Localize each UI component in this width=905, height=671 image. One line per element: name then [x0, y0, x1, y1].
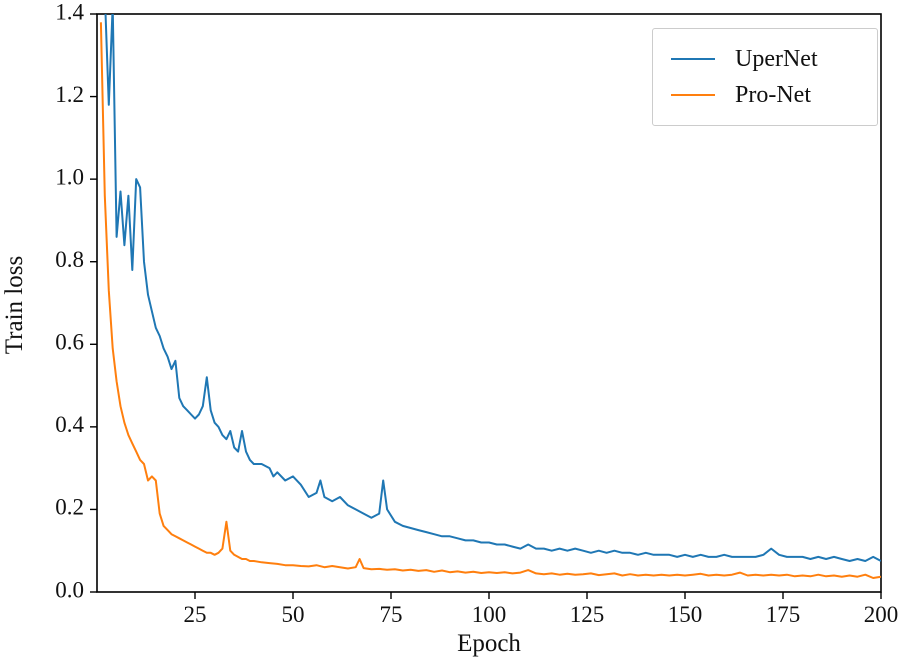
- legend-entry-pronet: Pro-Net: [671, 77, 877, 113]
- svg-text:0.6: 0.6: [55, 330, 84, 355]
- svg-text:25: 25: [184, 602, 207, 627]
- svg-text:50: 50: [282, 602, 305, 627]
- svg-text:1.4: 1.4: [55, 0, 84, 24]
- legend-entry-upernet: UperNet: [671, 41, 877, 77]
- x-axis-label: Epoch: [457, 630, 521, 657]
- svg-text:1.0: 1.0: [55, 164, 84, 189]
- svg-text:1.2: 1.2: [55, 82, 84, 107]
- svg-text:0.8: 0.8: [55, 247, 84, 272]
- svg-text:150: 150: [668, 602, 703, 627]
- svg-text:75: 75: [380, 602, 403, 627]
- legend-label-upernet: UperNet: [735, 45, 818, 72]
- y-axis-label: Train loss: [1, 255, 28, 355]
- svg-text:100: 100: [472, 602, 507, 627]
- legend-label-pronet: Pro-Net: [735, 81, 811, 108]
- pronet-line-swatch: [671, 94, 715, 96]
- svg-text:175: 175: [766, 602, 801, 627]
- svg-text:0.2: 0.2: [55, 495, 84, 520]
- legend: UperNet Pro-Net: [652, 28, 878, 126]
- svg-text:0.0: 0.0: [55, 577, 84, 602]
- upernet-line-swatch: [671, 58, 715, 60]
- svg-text:200: 200: [864, 602, 899, 627]
- svg-text:125: 125: [570, 602, 605, 627]
- svg-text:0.4: 0.4: [55, 412, 84, 437]
